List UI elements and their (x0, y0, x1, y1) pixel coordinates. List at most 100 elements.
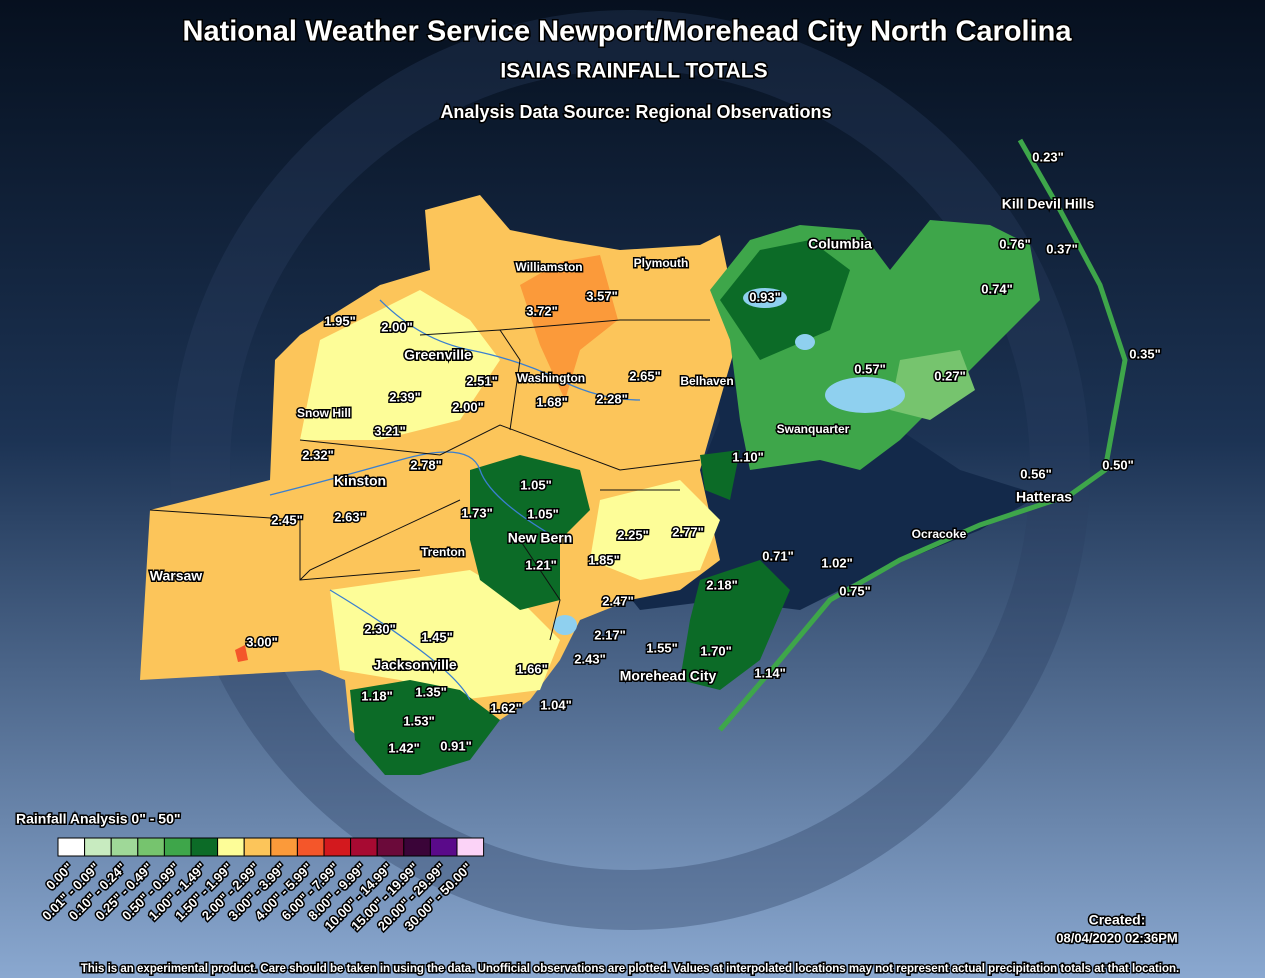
lake (795, 334, 815, 350)
rainfall-total: 1.95" (324, 313, 355, 328)
rainfall-total: 1.73" (461, 505, 492, 520)
legend-swatch (163, 837, 192, 857)
legend-title: Rainfall Analysis 0" - 50" (16, 811, 181, 827)
place-label: Swanquarter (777, 422, 850, 436)
place-label: Ocracoke (912, 527, 967, 541)
legend-swatch (376, 837, 405, 857)
rainfall-total: 2.47" (602, 593, 633, 608)
watermark-seal (170, 10, 1090, 930)
legend-swatch (110, 837, 139, 857)
rainfall-total: 0.56" (1020, 466, 1051, 481)
rainfall-total: 1.53" (403, 713, 434, 728)
title: National Weather Service Newport/Morehea… (183, 16, 1073, 48)
place-label: Warsaw (150, 568, 203, 584)
subtitle: ISAIAS RAINFALL TOTALS (500, 60, 767, 83)
rainfall-total: 3.57" (586, 288, 617, 303)
rainfall-total: 1.66" (516, 661, 547, 676)
place-label: Hatteras (1016, 489, 1072, 505)
rainfall-total: 1.42" (388, 740, 419, 755)
neuse-river (269, 451, 561, 541)
region-1-5in-2in (590, 480, 720, 580)
rainfall-total: 1.85" (588, 552, 619, 567)
map (140, 138, 1128, 775)
rainfall-total: 1.10" (732, 449, 763, 464)
rainfall-total: 1.55" (646, 640, 677, 655)
rainfall-total: 1.62" (490, 700, 521, 715)
rainfall-total: 1.18" (361, 688, 392, 703)
legend-swatch (296, 837, 325, 857)
region-1in-1-5in (350, 680, 500, 775)
rainfall-total: 1.14" (754, 665, 785, 680)
region-1in-1-5in (680, 560, 790, 690)
lake-phelps (743, 288, 787, 308)
rainfall-total: 2.77" (672, 524, 703, 539)
region-1in-1-5in (470, 455, 590, 610)
place-label: Washington (517, 371, 585, 385)
county-borders (149, 319, 710, 641)
region-3in-4in (520, 255, 618, 400)
rainfall-total: 0.71" (762, 548, 793, 563)
legend-swatch (137, 837, 165, 857)
rainfall-total: 0.91" (440, 738, 471, 753)
region-1-5in-2in (330, 570, 560, 700)
rainfall-total: 0.35" (1129, 346, 1160, 361)
new-river (329, 589, 471, 701)
place-label: Williamston (515, 260, 582, 274)
rainfall-total: 2.32" (302, 447, 333, 462)
rainfall-total: 2.65" (629, 368, 660, 383)
place-labels: Kill Devil Hills Columbia Williamston Plymo… (148, 194, 1096, 685)
rainfall-total: 1.05" (520, 477, 551, 492)
legend-swatch (217, 837, 245, 857)
rainfall-total: 0.57" (854, 361, 885, 376)
legend-swatch (57, 837, 86, 857)
legend: 0.00"0.01" - 0.09"0.10" - 0.24"0.25" - 0… (38, 837, 485, 935)
tar-river (379, 299, 641, 401)
rainfall-total: 2.28" (596, 391, 627, 406)
created-timestamp: 08/04/2020 02:36PM (1056, 930, 1177, 945)
rainfall-total: 1.45" (421, 629, 452, 644)
rainfall-total: 2.78" (410, 457, 441, 472)
place-label: Kinston (334, 473, 386, 489)
rainfall-total: 0.76" (999, 236, 1030, 251)
legend-swatch (456, 837, 485, 857)
rainfall-total: 0.74" (981, 281, 1012, 296)
source: Analysis Data Source: Regional Observati… (440, 102, 831, 122)
legend-swatch (350, 837, 378, 857)
rainfall-total: 2.51" (466, 373, 497, 388)
rainfall-total: 3.21" (374, 423, 405, 438)
rainfall-totals: 0.23" 0.76" 0.37" 0.74" 0.35" 0.27" 0.57" 0.93"… (245, 148, 1162, 757)
lake (553, 615, 577, 635)
rainfall-total: 0.93" (749, 289, 780, 304)
place-label: Greenville (404, 347, 472, 363)
rainfall-total: 1.70" (700, 643, 731, 658)
place-label: Trenton (421, 545, 465, 559)
rainfall-total: 2.39" (389, 389, 420, 404)
rainfall-total: 1.68" (536, 394, 567, 409)
rainfall-total: 2.63" (334, 509, 365, 524)
rainfall-total: 2.00" (452, 399, 483, 414)
region-1in-1-5in (700, 450, 740, 500)
rainfall-total: 2.43" (574, 651, 605, 666)
place-label: Kill Devil Hills (1002, 196, 1095, 212)
region-4in-6in (235, 645, 248, 662)
rainfall-total: 2.25" (617, 527, 648, 542)
rainfall-total: 1.21" (525, 557, 556, 572)
legend-swatch (429, 837, 458, 857)
place-label: Belhaven (680, 374, 733, 388)
place-label: New Bern (508, 530, 573, 546)
rainfall-total: 2.30" (364, 621, 395, 636)
lake-mattamuskeet (825, 377, 905, 413)
legend-swatch (403, 837, 431, 857)
rainfall-total: 2.17" (594, 627, 625, 642)
rainfall-total: 2.45" (271, 512, 302, 527)
place-label: Snow Hill (297, 406, 351, 420)
legend-swatch (323, 837, 352, 857)
rainfall-total: 2.00" (381, 319, 412, 334)
region-1-5in-2in (300, 290, 500, 440)
outer-banks (718, 138, 1128, 732)
place-label: Plymouth (634, 256, 689, 270)
rainfall-total: 1.04" (540, 697, 571, 712)
rainfall-total: 1.02" (821, 555, 852, 570)
place-label: Columbia (808, 236, 872, 252)
rainfall-total: 0.75" (839, 583, 870, 598)
